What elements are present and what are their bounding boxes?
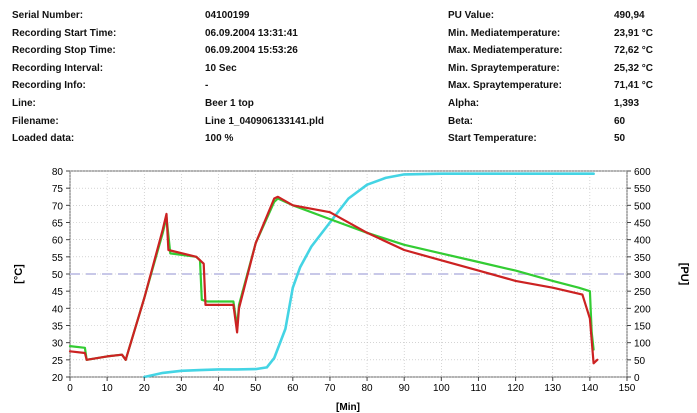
left-info-value: 06.09.2004 15:53:26: [205, 45, 298, 57]
x-tick-label: 90: [399, 383, 411, 394]
x-tick-label: 150: [619, 383, 636, 394]
left-info-value: 06.09.2004 13:31:41: [205, 27, 298, 39]
right-info-label: Max. Mediatemperature:: [448, 45, 563, 57]
left-info-value: Beer 1 top: [205, 98, 254, 109]
x-tick-label: 140: [582, 383, 599, 394]
left-info-value: 04100199: [205, 10, 250, 21]
right-info-value: 490,94: [614, 10, 645, 21]
right-info-label: Beta:: [448, 115, 474, 127]
series-line-media: [68, 195, 599, 365]
x-axis-label: [Min]: [336, 402, 360, 413]
y-tick-label: 70: [52, 201, 64, 212]
x-tick-label: 0: [67, 383, 73, 394]
x-tick-label: 10: [102, 383, 114, 394]
x-tick-label: 120: [507, 383, 524, 394]
axes-group: 0 10 20 30 40 50 60 70 80 90 100 110 120 130 140 150 20 2…: [52, 167, 651, 394]
left-info-label: Loaded data:: [12, 133, 75, 145]
y2-tick-label: 150: [634, 322, 651, 333]
y2-tick-label: 550: [634, 184, 651, 195]
right-info-label: PU Value:: [448, 10, 495, 21]
left-info-label: Line:: [12, 98, 36, 109]
right-info-value: 72,62 °C: [614, 45, 654, 57]
y-tick-label: 35: [52, 322, 64, 333]
y-tick-label: 45: [52, 287, 64, 298]
y-tick-label: 25: [52, 356, 64, 367]
left-info-value: Line 1_040906133141.pld: [205, 115, 324, 127]
y2-tick-label: 600: [634, 167, 651, 178]
y-tick-label: 65: [52, 219, 64, 230]
right-info-label: Min. Mediatemperature:: [448, 27, 561, 39]
y2-tick-label: 250: [634, 287, 651, 298]
right-info-value: 71,41 °C: [614, 80, 654, 92]
y-axis-label: [°C]: [13, 264, 25, 284]
left-info-label: Filename:: [12, 115, 59, 127]
right-info-value: 25,32 °C: [614, 62, 654, 74]
x-tick-label: 80: [362, 383, 374, 394]
x-tick-label: 40: [213, 383, 225, 394]
right-info-label: Max. Spraytemperature:: [448, 80, 562, 92]
y-tick-label: 75: [52, 184, 64, 195]
right-info-value: 1,393: [614, 98, 640, 109]
x-tick-label: 60: [287, 383, 299, 394]
left-info-label: Serial Number:: [12, 10, 84, 21]
x-tick-label: 50: [250, 383, 262, 394]
left-info-value: -: [205, 80, 209, 92]
y-tick-label: 20: [52, 373, 64, 384]
y2-axis-label: [PU]: [678, 263, 690, 286]
left-info-value: 10 Sec: [205, 62, 237, 74]
x-tick-label: 70: [324, 383, 336, 394]
temperature-pu-chart: 0 10 20 30 40 50 60 70 80 90 100 110 120 130 140 150 20 2…: [13, 167, 690, 413]
right-info-label: Alpha:: [448, 98, 480, 109]
y-tick-label: 55: [52, 253, 64, 264]
series-line-pu: [143, 172, 595, 379]
y2-tick-label: 50: [634, 356, 646, 367]
right-info-value: 50: [614, 133, 626, 145]
y2-tick-label: 200: [634, 304, 651, 315]
y2-tick-label: 450: [634, 219, 651, 230]
right-info-label: Min. Spraytemperature:: [448, 62, 560, 74]
recording-info-panel: Serial Number: 04100199 Recording Start Ti…: [0, 0, 697, 160]
x-tick-label: 100: [433, 383, 450, 394]
y2-tick-label: 100: [634, 339, 651, 350]
left-info-label: Recording Interval:: [12, 62, 104, 74]
y2-tick-label: 500: [634, 201, 651, 212]
left-info-value: 100 %: [205, 133, 234, 145]
y2-tick-label: 300: [634, 270, 651, 281]
y2-tick-label: 400: [634, 236, 651, 247]
y-tick-label: 30: [52, 339, 64, 350]
left-info-label: Recording Info:: [12, 80, 86, 92]
right-info-value: 60: [614, 115, 626, 127]
x-tick-label: 110: [470, 383, 486, 394]
x-tick-label: 30: [176, 383, 188, 394]
y-tick-label: 80: [52, 167, 64, 178]
y2-tick-label: 0: [634, 373, 640, 384]
x-tick-label: 20: [139, 383, 151, 394]
series-group: [68, 172, 599, 379]
left-info-label: Recording Stop Time:: [12, 45, 116, 57]
y-tick-label: 40: [52, 304, 64, 315]
left-info-label: Recording Start Time:: [12, 27, 117, 39]
y2-tick-label: 350: [634, 253, 651, 264]
y-tick-label: 50: [52, 270, 64, 281]
x-tick-label: 130: [544, 383, 561, 394]
right-info-value: 23,91 °C: [614, 27, 654, 39]
right-info-label: Start Temperature:: [448, 133, 537, 145]
y-tick-label: 60: [52, 236, 64, 247]
